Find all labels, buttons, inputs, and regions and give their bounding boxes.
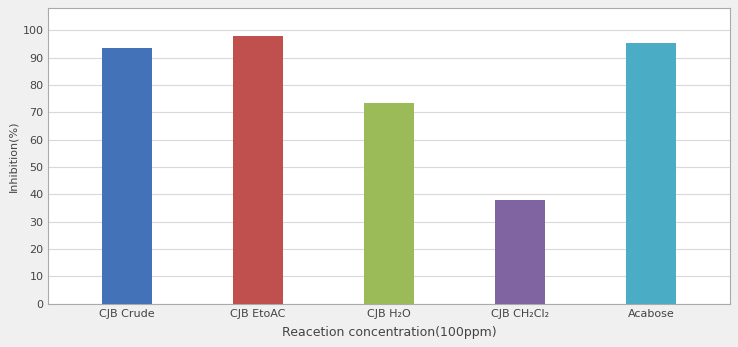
Bar [233,36,283,304]
Bar [102,48,152,304]
Bar [364,103,414,304]
X-axis label: Reacetion concentration(100ppm): Reacetion concentration(100ppm) [282,326,497,339]
Y-axis label: Inhibition(%): Inhibition(%) [8,120,18,192]
Bar [626,43,676,304]
Bar [495,200,545,304]
